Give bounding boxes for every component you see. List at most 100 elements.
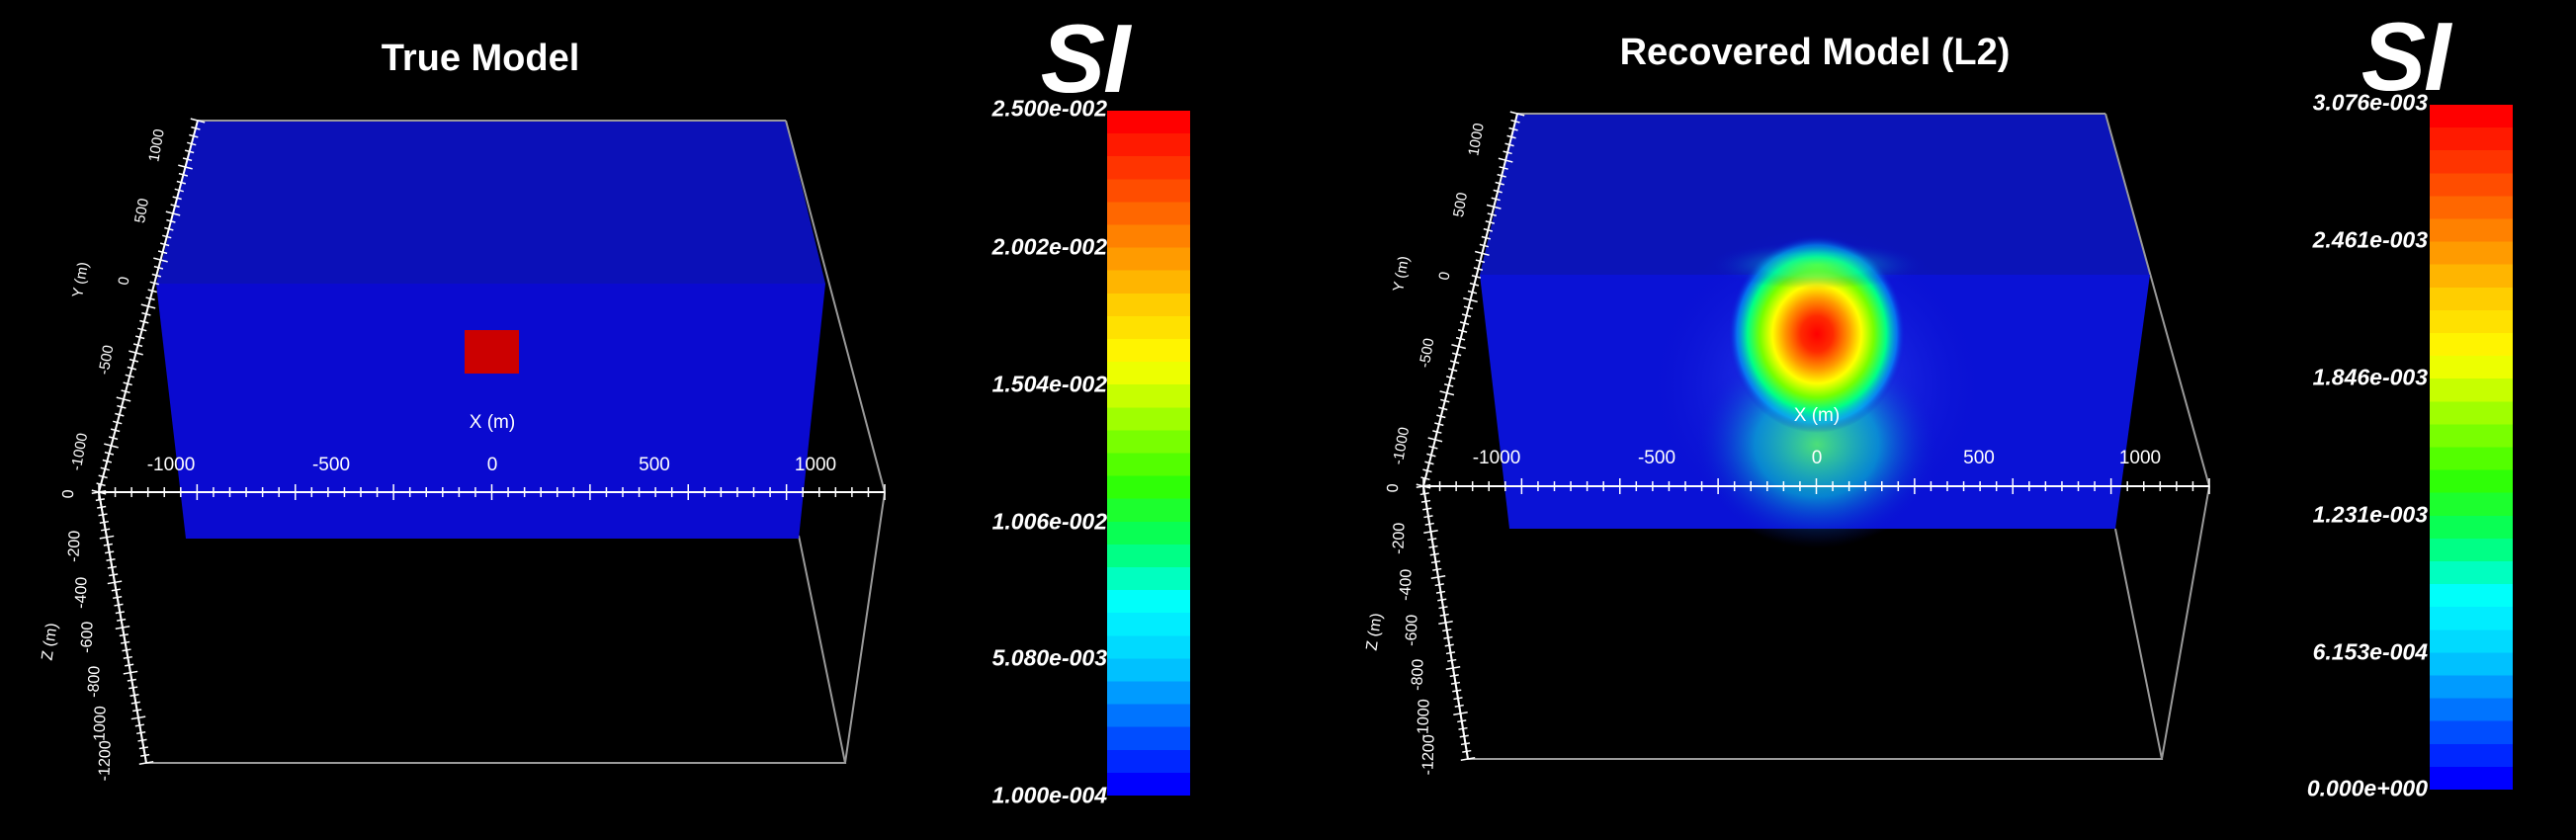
axis-tick [99, 520, 109, 524]
axis-tick [1457, 329, 1468, 333]
axis-tick [117, 404, 127, 409]
axis-tick [113, 596, 123, 600]
axis-tick [98, 474, 108, 479]
bounding-box-edge [785, 120, 886, 493]
axis-tick [1462, 749, 1472, 753]
x-axis-title: X (m) [1794, 405, 1840, 426]
axis-tick [115, 611, 125, 615]
z-tick-label: -600 [78, 621, 96, 653]
axis-tick [178, 164, 193, 170]
axis-tick [1481, 235, 1492, 240]
y-tick-label: 500 [1450, 191, 1471, 218]
axis-tick [140, 303, 156, 309]
y-tick-label: 1000 [1465, 122, 1488, 157]
axis-tick [176, 180, 187, 185]
axis-tick [1503, 150, 1512, 155]
axis-tick [123, 381, 132, 386]
model-block-front-face [156, 284, 825, 539]
axis-tick [164, 226, 174, 231]
axis-tick [1449, 674, 1459, 678]
axis-tick [127, 366, 137, 371]
z-tick-label: -1200 [1419, 734, 1437, 776]
true-anomaly-block [465, 330, 519, 374]
colorbar-label: 1.846e-003 [2312, 364, 2428, 390]
axis-tick [119, 633, 129, 637]
z-axis-title: Z (m) [39, 622, 60, 661]
y-axis-title: Y (m) [1390, 255, 1413, 294]
axis-tick [157, 250, 168, 255]
axis-tick [1416, 484, 1431, 488]
axis-tick [115, 412, 125, 417]
axis-tick [1442, 629, 1452, 632]
axis-tick [1509, 111, 1525, 117]
axis-tick [1428, 445, 1438, 450]
axis-tick [1423, 530, 1438, 534]
axis-tick [121, 389, 130, 394]
unit-label-left: SI [1040, 4, 1131, 113]
colorbar-label: 2.461e-003 [2312, 226, 2428, 253]
axis-tick [1455, 336, 1466, 341]
axis-tick [114, 603, 124, 607]
axis-tick [1423, 515, 1433, 519]
axis-tick [1479, 243, 1490, 248]
axis-tick [130, 701, 140, 705]
colorbar-label: 0.000e+000 [2306, 775, 2428, 801]
axis-tick [1422, 468, 1432, 473]
axis-tick [1453, 712, 1468, 715]
axis-tick [97, 505, 107, 509]
x-tick-label: 1000 [795, 455, 836, 475]
axis-tick [1439, 390, 1455, 396]
axis-tick [99, 535, 115, 540]
axis-tick [1493, 189, 1503, 194]
axis-tick [1451, 344, 1467, 350]
x-tick-label: 0 [1812, 448, 1823, 468]
z-tick-label: -400 [72, 576, 90, 609]
axis-tick [189, 133, 199, 138]
axis-tick [151, 273, 162, 278]
z-tick-label: -400 [1397, 568, 1415, 601]
axis-tick [1483, 227, 1494, 232]
x-tick-label: 1000 [2119, 448, 2161, 468]
axis-tick [149, 281, 159, 286]
colorbar-label: 1.504e-002 [991, 371, 1107, 397]
axis-tick [170, 204, 180, 209]
x-tick-label: 500 [1963, 448, 1995, 468]
axis-tick [1454, 704, 1464, 708]
y-tick-label: -500 [96, 344, 118, 377]
axis-tick [116, 396, 131, 402]
axis-tick [172, 196, 182, 201]
x-tick-label: -1000 [1473, 448, 1521, 468]
axis-tick [100, 466, 110, 471]
axis-tick [127, 678, 136, 682]
z-tick-label: -800 [85, 665, 103, 698]
axis-tick [1475, 259, 1486, 264]
axis-tick [1498, 157, 1513, 163]
axis-tick [1450, 681, 1461, 685]
axis-tick [153, 265, 164, 270]
axis-tick [1439, 613, 1449, 617]
axis-tick [113, 420, 123, 425]
axis-tick [1440, 398, 1450, 403]
axis-tick [1506, 134, 1516, 139]
axis-tick [1444, 643, 1454, 647]
axis-tick [190, 118, 206, 124]
bounding-box-edge [2161, 485, 2210, 760]
z-tick-label: -200 [65, 530, 83, 562]
y-tick-label: 0 [1435, 271, 1453, 282]
axis-tick [1426, 453, 1436, 458]
colorbar-true-model [1107, 111, 1190, 796]
axis-tick [1474, 250, 1490, 256]
axis-tick [122, 648, 131, 652]
axis-tick [1427, 437, 1443, 443]
axis-tick [95, 498, 105, 502]
axis-tick [140, 753, 150, 757]
colorbar-label: 1.000e-004 [991, 782, 1107, 808]
axis-tick [96, 482, 106, 487]
axis-tick [1461, 313, 1472, 318]
model-block-top-face [156, 121, 825, 284]
axis-tick [141, 311, 151, 316]
axis-tick [104, 451, 115, 456]
axis-tick [138, 746, 148, 750]
y-tick-label: -500 [1417, 337, 1438, 370]
axis-tick [1449, 360, 1460, 365]
